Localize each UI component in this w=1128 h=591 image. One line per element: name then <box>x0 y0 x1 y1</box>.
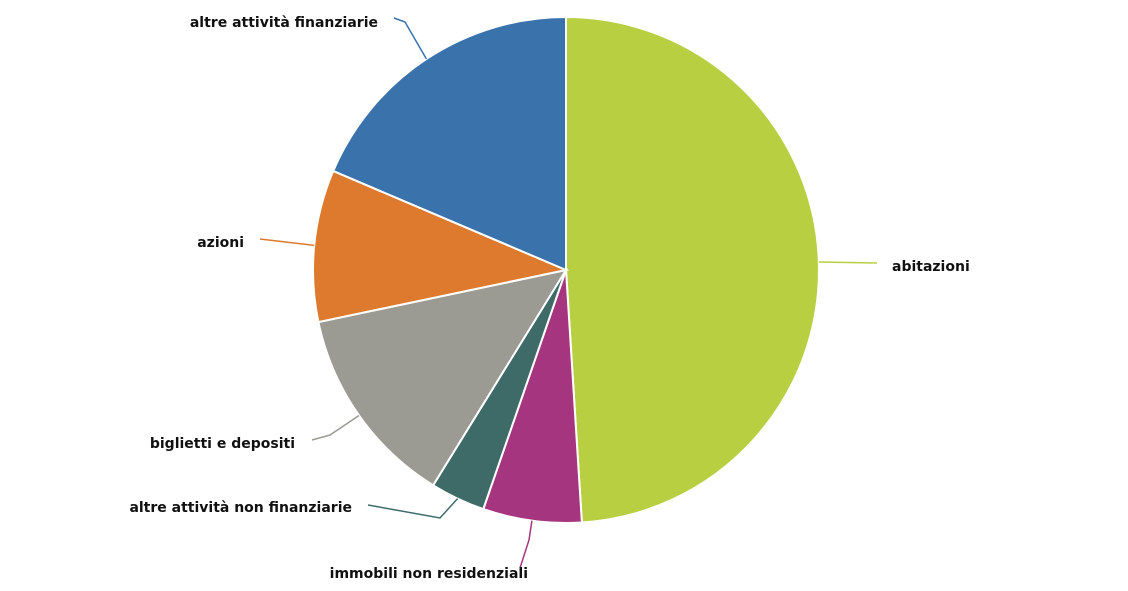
leader-line <box>367 498 459 519</box>
slice-label: azioni <box>197 235 244 251</box>
slice-label: altre attività finanziarie <box>190 15 378 31</box>
slice-label: abitazioni <box>892 259 970 275</box>
pie-slice <box>331 15 567 272</box>
leader-line <box>519 520 533 569</box>
slice-label: immobili non residenziali <box>330 566 528 582</box>
slice-label: biglietti e depositi <box>150 436 295 452</box>
pie-slice <box>565 15 820 524</box>
leader-line <box>311 414 360 441</box>
leader-line <box>393 17 428 60</box>
leader-line <box>259 238 315 247</box>
slice-label: altre attività non finanziarie <box>129 500 352 516</box>
leader-line <box>818 261 878 264</box>
